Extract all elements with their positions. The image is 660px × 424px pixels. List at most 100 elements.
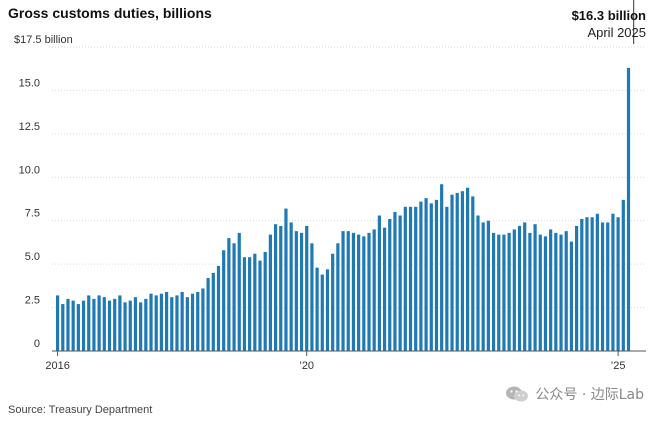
bar bbox=[190, 293, 195, 351]
bar bbox=[216, 265, 221, 351]
bar bbox=[170, 297, 174, 351]
bar bbox=[258, 260, 262, 351]
bar bbox=[284, 208, 288, 351]
bar bbox=[434, 199, 439, 351]
bar bbox=[398, 215, 402, 351]
grid-layer: 0 2.5 5.0 7.5 10.0 12.5 15.0 $17.5 billion bbox=[14, 34, 646, 350]
bar bbox=[481, 222, 485, 351]
bar bbox=[227, 238, 231, 351]
bar bbox=[382, 227, 387, 351]
y-tick-label: $17.5 billion bbox=[14, 34, 73, 46]
annotation-date: April 2025 bbox=[587, 25, 646, 40]
bar bbox=[123, 302, 127, 351]
bar bbox=[507, 232, 511, 351]
bar bbox=[341, 231, 345, 351]
bar bbox=[232, 243, 236, 351]
bar bbox=[331, 253, 335, 351]
bar bbox=[128, 300, 132, 351]
bar bbox=[476, 215, 480, 351]
watermark: 公众号 · 边际Lab bbox=[505, 384, 644, 404]
y-tick-label: 2.5 bbox=[25, 295, 40, 307]
bar bbox=[600, 222, 605, 351]
bar bbox=[403, 206, 407, 351]
bar bbox=[611, 213, 615, 351]
bar bbox=[273, 224, 278, 351]
bar bbox=[377, 215, 381, 351]
bar bbox=[616, 217, 620, 351]
bars-layer bbox=[56, 67, 631, 352]
bar bbox=[543, 236, 548, 351]
bar bbox=[626, 67, 631, 352]
bar bbox=[580, 218, 584, 351]
bar bbox=[450, 194, 454, 351]
bar bbox=[502, 234, 506, 351]
bar bbox=[320, 274, 324, 351]
y-tick-label: 0 bbox=[34, 338, 40, 350]
bar bbox=[606, 222, 610, 351]
bar bbox=[569, 241, 574, 351]
bar bbox=[81, 300, 86, 351]
bar bbox=[299, 232, 304, 351]
bar bbox=[248, 257, 252, 351]
source-note: Source: Treasury Department bbox=[8, 404, 152, 416]
bar bbox=[237, 232, 241, 351]
annotation-layer: $16.3 billion April 2025 bbox=[572, 0, 646, 44]
bar bbox=[139, 302, 143, 351]
bar bbox=[538, 234, 542, 351]
bar bbox=[102, 297, 106, 351]
bar bbox=[144, 298, 148, 351]
bar bbox=[517, 225, 522, 351]
bar bbox=[533, 224, 537, 351]
bar bbox=[346, 231, 350, 351]
bar bbox=[491, 232, 496, 351]
bar bbox=[305, 225, 309, 351]
x-tick-label: ’25 bbox=[611, 360, 626, 372]
bar bbox=[196, 291, 200, 351]
bar bbox=[414, 206, 418, 351]
bar bbox=[175, 295, 179, 351]
bar bbox=[388, 218, 392, 351]
bar bbox=[466, 187, 470, 351]
bar bbox=[595, 213, 599, 351]
bar bbox=[575, 225, 579, 351]
bar bbox=[497, 234, 501, 351]
x-tick-label: ’20 bbox=[299, 360, 314, 372]
y-tick-label: 12.5 bbox=[19, 121, 40, 133]
bar bbox=[61, 304, 65, 351]
bar bbox=[118, 295, 122, 351]
wechat-icon bbox=[506, 386, 529, 402]
bar bbox=[325, 269, 330, 351]
bar bbox=[222, 250, 226, 351]
bar bbox=[149, 293, 153, 351]
bar bbox=[367, 232, 371, 351]
bar bbox=[424, 198, 428, 351]
bar bbox=[455, 192, 459, 351]
bar bbox=[559, 234, 563, 351]
bar bbox=[471, 196, 475, 351]
bar bbox=[393, 212, 397, 351]
bar bbox=[107, 300, 112, 351]
bar bbox=[512, 229, 516, 351]
bar bbox=[76, 304, 80, 351]
bar bbox=[585, 217, 589, 351]
bar bbox=[440, 184, 444, 351]
bar bbox=[201, 288, 205, 351]
bar bbox=[294, 231, 298, 351]
bar bbox=[549, 229, 553, 351]
bar bbox=[253, 253, 257, 351]
bar bbox=[523, 222, 527, 351]
y-tick-label: 10.0 bbox=[19, 164, 40, 176]
bar bbox=[263, 251, 267, 351]
bar bbox=[621, 199, 625, 351]
bar bbox=[357, 234, 361, 351]
bar bbox=[66, 298, 70, 351]
bar bbox=[164, 291, 169, 351]
bar bbox=[206, 278, 210, 351]
bar bbox=[408, 206, 413, 351]
bar bbox=[154, 295, 158, 351]
bar bbox=[279, 225, 283, 351]
bar bbox=[92, 298, 96, 351]
chart-title: Gross customs duties, billions bbox=[8, 5, 212, 21]
bar bbox=[486, 220, 490, 351]
